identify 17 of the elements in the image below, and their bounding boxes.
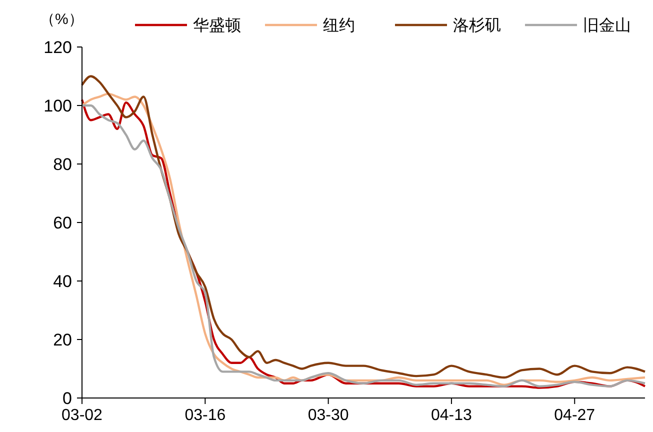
x-tick-label: 04-13 bbox=[431, 407, 472, 424]
y-tick-label: 60 bbox=[53, 213, 72, 232]
y-tick-label: 0 bbox=[62, 388, 72, 408]
legend-label: 旧金山 bbox=[583, 16, 631, 35]
legend-label: 纽约 bbox=[323, 18, 355, 35]
legend-label: 洛杉矶 bbox=[453, 16, 501, 35]
x-tick-label: 03-02 bbox=[62, 407, 103, 424]
y-tick-label: 20 bbox=[53, 330, 72, 350]
y-tick-label: 40 bbox=[53, 272, 72, 291]
y-axis-title: （%） bbox=[40, 11, 84, 28]
legend-label: 华盛顿 bbox=[193, 16, 241, 35]
x-tick-label: 04-27 bbox=[554, 407, 596, 424]
y-tick-label: 80 bbox=[53, 154, 72, 174]
y-tick-label: 120 bbox=[44, 38, 72, 57]
x-tick-label: 03-30 bbox=[308, 407, 349, 424]
x-tick-label: 03-16 bbox=[184, 407, 226, 424]
y-tick-label: 100 bbox=[44, 96, 72, 116]
